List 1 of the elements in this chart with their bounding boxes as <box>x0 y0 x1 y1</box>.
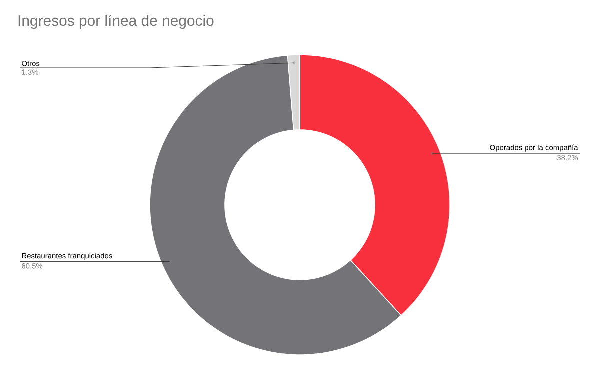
chart-title: Ingresos por línea de negocio <box>18 14 214 30</box>
